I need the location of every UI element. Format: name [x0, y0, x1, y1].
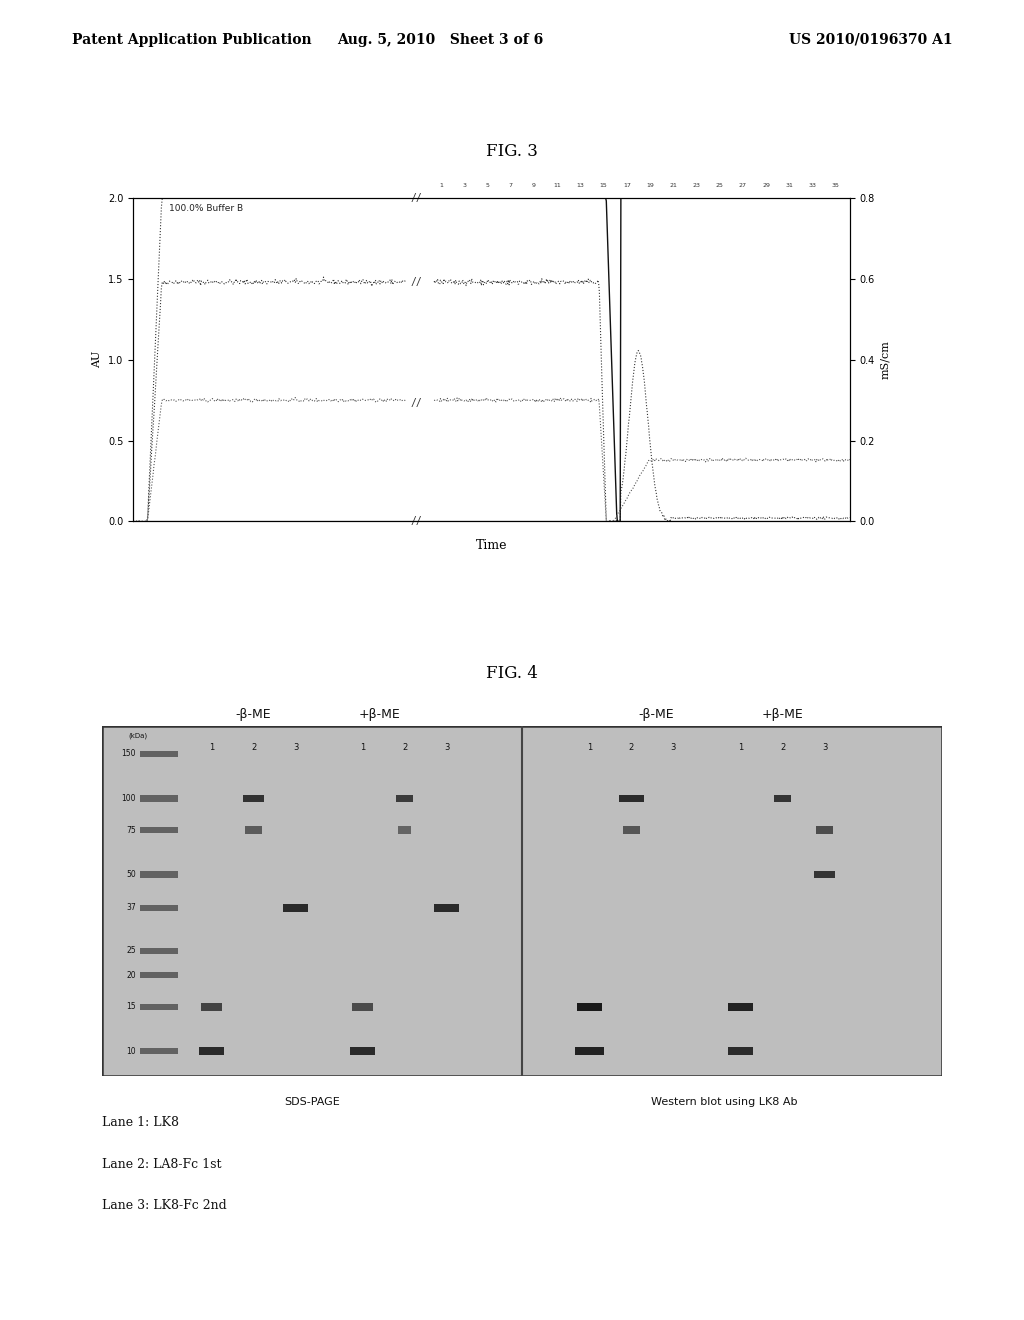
Text: //: // — [411, 193, 422, 203]
Text: Lane 3: LK8-Fc 2nd: Lane 3: LK8-Fc 2nd — [102, 1199, 227, 1212]
Text: 31: 31 — [785, 183, 794, 189]
Bar — [199, 1048, 224, 1055]
Text: 100: 100 — [122, 795, 136, 803]
Bar — [140, 948, 178, 954]
Text: 1: 1 — [439, 183, 443, 189]
Bar — [398, 826, 411, 834]
Text: 150: 150 — [122, 750, 136, 759]
Text: 7: 7 — [509, 183, 513, 189]
Bar — [574, 1048, 604, 1055]
Bar — [350, 1048, 375, 1055]
Text: //: // — [411, 399, 422, 408]
Text: 35: 35 — [831, 183, 840, 189]
Y-axis label: AU: AU — [92, 351, 102, 368]
Text: 2: 2 — [780, 743, 785, 752]
Text: Lane 1: LK8: Lane 1: LK8 — [102, 1117, 179, 1129]
Bar — [618, 795, 644, 803]
Text: 5: 5 — [485, 183, 489, 189]
Bar — [140, 1048, 178, 1055]
Text: Lane 2: LA8-Fc 1st: Lane 2: LA8-Fc 1st — [102, 1158, 222, 1171]
Text: //: // — [411, 516, 422, 527]
Text: FIG. 4: FIG. 4 — [486, 665, 538, 681]
Text: SDS-PAGE: SDS-PAGE — [285, 1097, 340, 1106]
Text: US 2010/0196370 A1: US 2010/0196370 A1 — [788, 33, 952, 48]
Text: -β-ME: -β-ME — [639, 708, 675, 721]
Bar — [396, 795, 413, 803]
Bar — [243, 795, 264, 803]
Text: FIG. 3: FIG. 3 — [486, 144, 538, 160]
Bar — [623, 826, 640, 834]
Text: 1: 1 — [209, 743, 214, 752]
Text: 33: 33 — [808, 183, 816, 189]
Bar — [577, 1003, 602, 1011]
Bar — [352, 1003, 373, 1011]
Text: 37: 37 — [126, 903, 136, 912]
Text: 3: 3 — [463, 183, 467, 189]
Text: 3: 3 — [444, 743, 450, 752]
Text: 11: 11 — [553, 183, 561, 189]
Text: 10: 10 — [126, 1047, 136, 1056]
Bar — [728, 1048, 753, 1055]
Bar — [201, 1003, 222, 1011]
Text: 1: 1 — [738, 743, 743, 752]
Text: 13: 13 — [577, 183, 585, 189]
Bar — [816, 826, 833, 834]
Text: 50: 50 — [126, 870, 136, 879]
Text: 15: 15 — [600, 183, 607, 189]
Text: 2: 2 — [629, 743, 634, 752]
Text: -β-ME: -β-ME — [236, 708, 271, 721]
Bar — [140, 1003, 178, 1010]
Text: 75: 75 — [126, 825, 136, 834]
Y-axis label: mS/cm: mS/cm — [881, 341, 891, 379]
Bar — [140, 972, 178, 978]
Bar — [140, 826, 178, 833]
Text: Aug. 5, 2010   Sheet 3 of 6: Aug. 5, 2010 Sheet 3 of 6 — [337, 33, 544, 48]
Text: 3: 3 — [293, 743, 298, 752]
Text: 20: 20 — [126, 970, 136, 979]
Text: 15: 15 — [126, 1002, 136, 1011]
Text: 9: 9 — [532, 183, 537, 189]
Text: +β-ME: +β-ME — [358, 708, 400, 721]
Text: //: // — [411, 277, 422, 286]
Text: 100.0% Buffer B: 100.0% Buffer B — [169, 205, 243, 214]
Bar — [774, 795, 791, 803]
Text: 3: 3 — [822, 743, 827, 752]
Text: Patent Application Publication: Patent Application Publication — [72, 33, 311, 48]
Bar — [140, 904, 178, 911]
Text: 21: 21 — [670, 183, 677, 189]
Bar — [140, 751, 178, 758]
Text: 29: 29 — [762, 183, 770, 189]
Bar — [434, 904, 459, 912]
Text: 2: 2 — [251, 743, 256, 752]
Text: 1: 1 — [360, 743, 366, 752]
Text: Western blot using LK8 Ab: Western blot using LK8 Ab — [650, 1097, 797, 1106]
Bar — [140, 871, 178, 878]
Text: (kDa): (kDa) — [128, 733, 147, 739]
Text: 17: 17 — [623, 183, 631, 189]
Text: Time: Time — [476, 539, 507, 552]
Bar — [728, 1003, 753, 1011]
Text: 1: 1 — [587, 743, 592, 752]
Bar — [245, 826, 262, 834]
Text: 23: 23 — [692, 183, 700, 189]
Text: +β-ME: +β-ME — [762, 708, 804, 721]
Bar — [283, 904, 308, 912]
Bar — [140, 796, 178, 801]
Text: 3: 3 — [671, 743, 676, 752]
Text: 2: 2 — [402, 743, 408, 752]
Bar — [814, 871, 835, 878]
Text: 25: 25 — [716, 183, 724, 189]
Text: 25: 25 — [126, 946, 136, 956]
Text: 27: 27 — [739, 183, 746, 189]
Text: 19: 19 — [646, 183, 654, 189]
